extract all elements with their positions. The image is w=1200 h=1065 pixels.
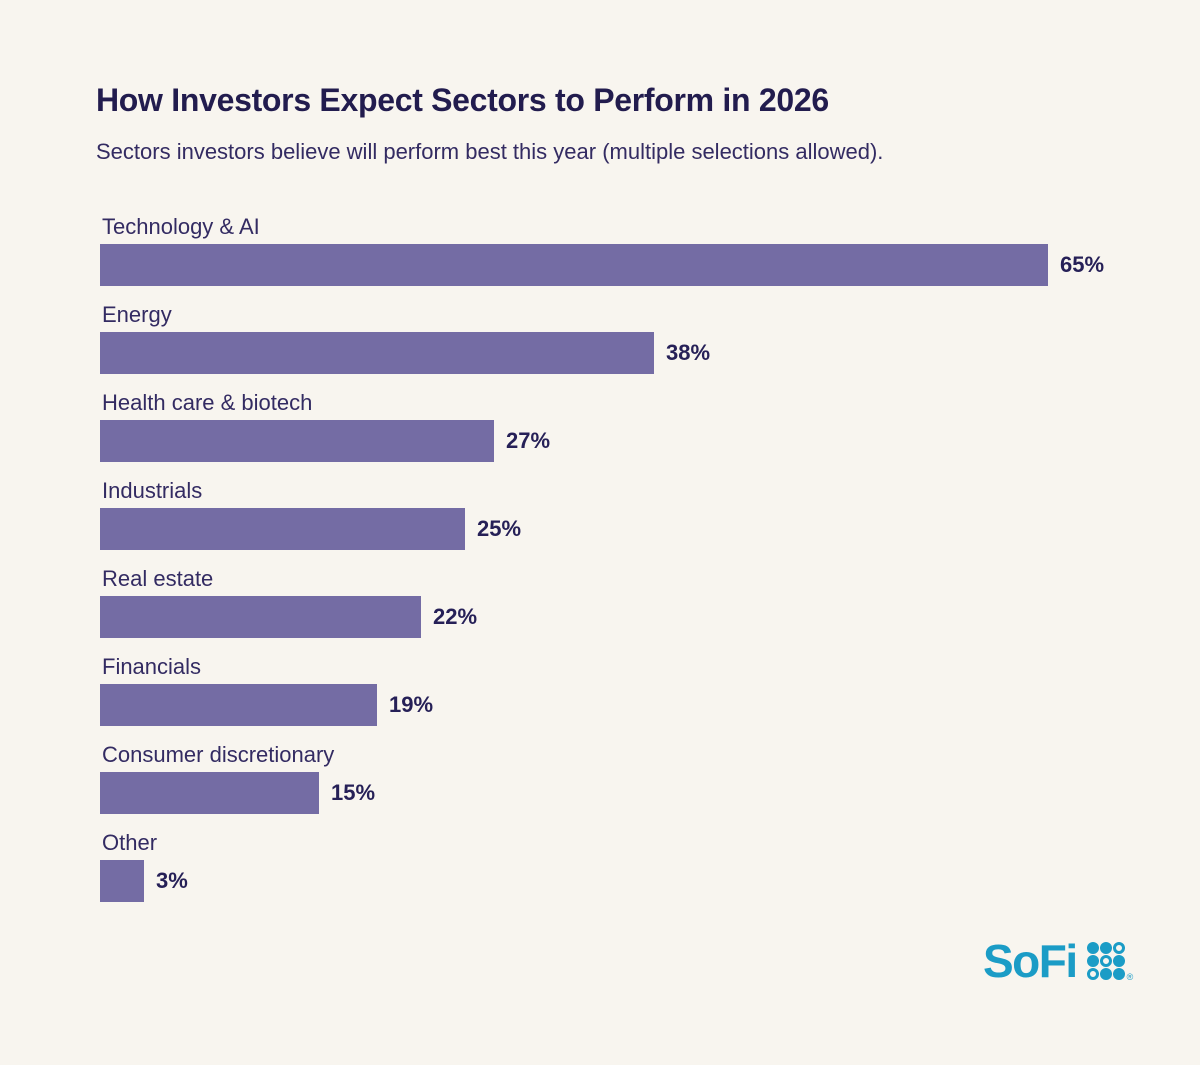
chart-row: Financials 19% — [100, 654, 1160, 726]
bar — [100, 332, 654, 374]
chart-row: Technology & AI 65% — [100, 214, 1160, 286]
bar-value-label: 25% — [477, 516, 522, 541]
bar-value-label: 3% — [156, 868, 188, 893]
bar-value-label: 15% — [331, 780, 376, 805]
bar-category-label: Other — [102, 830, 158, 855]
bar — [100, 508, 465, 550]
chart-row: Industrials 25% — [100, 478, 1160, 550]
bar — [100, 244, 1048, 286]
page-subtitle: Sectors investors believe will perform b… — [96, 138, 884, 164]
bar-value-label: 65% — [1060, 252, 1105, 277]
bar-value-label: 27% — [506, 428, 551, 453]
bar-chart: Technology & AI 65% Energy 38% Health care &… — [100, 214, 1160, 918]
bar-category-label: Real estate — [102, 566, 214, 591]
bar-category-label: Health care & biotech — [102, 390, 313, 415]
page-title: How Investors Expect Sectors to Perform … — [96, 82, 829, 118]
sofi-dot-grid-icon — [1086, 941, 1126, 981]
bar-category-label: Energy — [102, 302, 172, 327]
bar — [100, 860, 144, 902]
bar — [100, 596, 421, 638]
chart-row: Energy 38% — [100, 302, 1160, 374]
sofi-logo: SoFi ® — [983, 938, 1133, 984]
bar — [100, 772, 319, 814]
chart-header: How Investors Expect Sectors to Perform … — [96, 82, 1116, 165]
bar-category-label: Consumer discretionary — [102, 742, 335, 767]
registered-trademark-symbol: ® — [1126, 972, 1134, 982]
chart-row: Health care & biotech 27% — [100, 390, 1160, 462]
chart-row: Real estate 22% — [100, 566, 1160, 638]
bar — [100, 420, 494, 462]
chart-row: Consumer discretionary 15% — [100, 742, 1160, 814]
bar-value-label: 22% — [433, 604, 478, 629]
bar-category-label: Technology & AI — [102, 214, 260, 239]
bar-category-label: Industrials — [102, 478, 203, 503]
bar-value-label: 19% — [389, 692, 434, 717]
bar — [100, 684, 377, 726]
sofi-wordmark: SoFi — [983, 935, 1078, 987]
bar-value-label: 38% — [666, 340, 711, 365]
chart-row: Other 3% — [100, 830, 1160, 902]
bar-category-label: Financials — [102, 654, 202, 679]
